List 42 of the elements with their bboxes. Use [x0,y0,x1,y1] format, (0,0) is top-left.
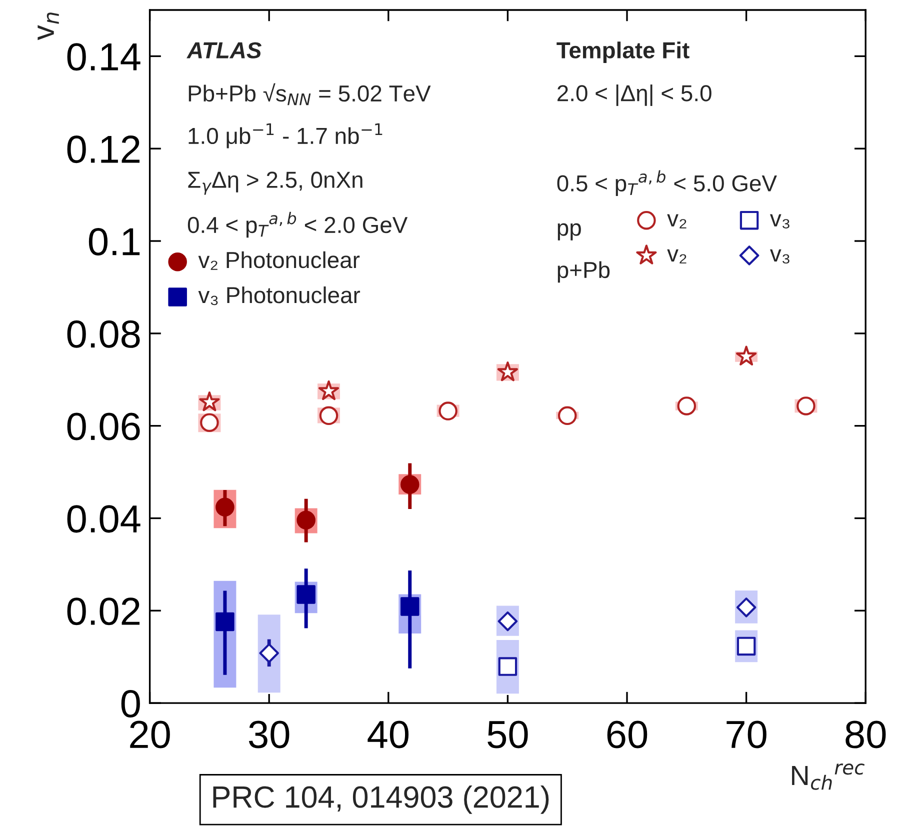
y-tick-label: 0.1 [88,228,140,256]
point [319,406,338,426]
point [796,396,816,416]
annotation: Template Fit [556,42,690,63]
legend-label: v₂ [667,214,686,228]
legend-label: v₃ Photonuclear [198,286,360,306]
y-tick-label: 0.02 [67,598,140,626]
y-axis-title: v$_{n}$ [38,12,59,40]
x-tick-label: 60 [607,720,648,748]
x-tick-label: 20 [130,720,170,748]
annotation: 2.0 < |Δη| < 5.0 [558,84,712,106]
y-tick-label: 0.12 [67,136,140,164]
x-axis-title: N$_{ch}$$^{rec}$ [792,764,865,790]
annotation: p+Pb [558,261,610,283]
y-tick-label: 0.04 [67,505,140,533]
annotation: ATLAS [186,42,262,58]
y-tick-label: 0.14 [67,43,140,71]
annotation: 0.5 < p$_{T}$$^{a,b}$ < 5.0 GeV [557,170,777,196]
annotation: Σ$_{γ}$Δη > 2.5, 0nXn [188,172,362,195]
point [200,413,219,432]
y-tick-label: 0.08 [67,320,140,348]
legend-label: v₂ [667,249,686,264]
annotation: 0.4 < p$_{T}$$^{a,b}$ < 2.0 GeV [188,212,408,238]
legend-label: v₃ [770,214,790,228]
annotation: 1.0 μb$^{−1}$ - 1.7 nb$^{−1}$ [188,123,382,148]
x-tick-label: 40 [368,720,409,748]
point [438,402,458,420]
point [558,406,577,426]
annotation: pp [558,223,581,240]
y-tick-label: 0.06 [67,412,140,440]
legend-label: v₂ Photonuclear [198,251,360,270]
text: PRC 104, 014903 (2021) [213,785,549,814]
point [216,612,234,632]
x-tick-label: 30 [248,720,290,748]
point [677,396,696,416]
x-tick-label: 80 [846,720,886,748]
point [736,346,757,366]
y-tick-label: 0 [121,690,140,718]
legend-label: v₃ [770,249,790,264]
x-tick-label: 70 [726,720,766,748]
x-tick-label: 50 [488,720,528,748]
annotation: Pb+Pb √s$_{NN}$ = 5.02 TeV [188,83,431,106]
